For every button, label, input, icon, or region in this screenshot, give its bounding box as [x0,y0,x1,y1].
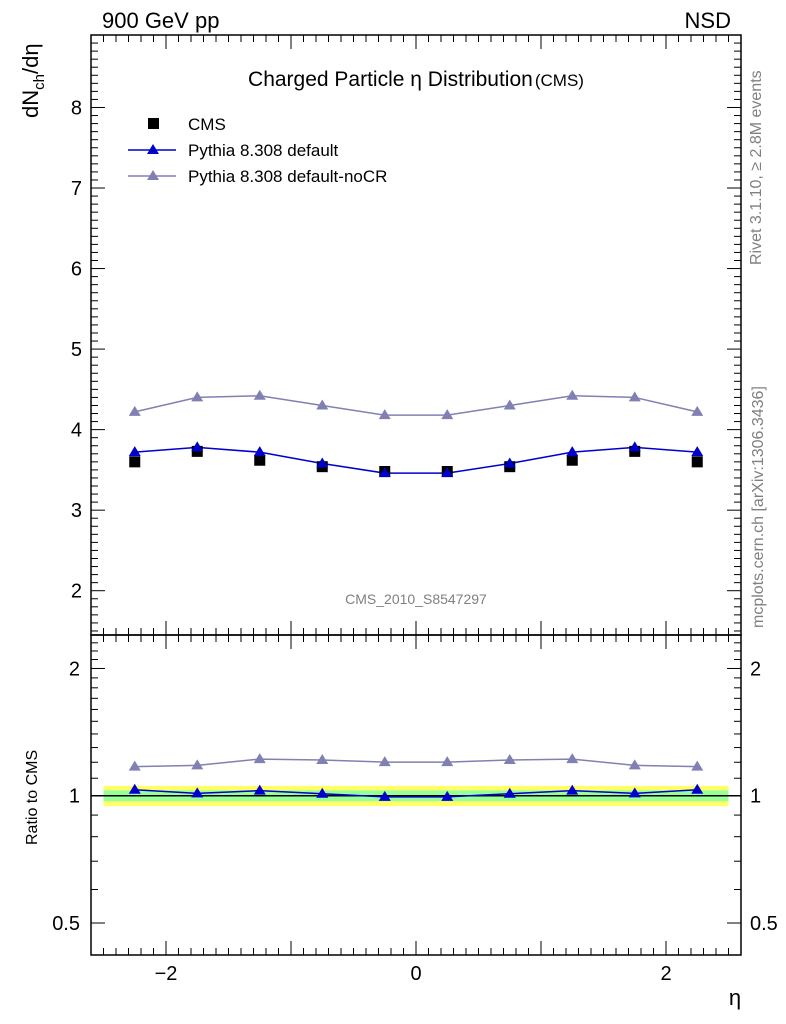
main-y-tick-label: 8 [71,97,82,119]
legend-marker-pythia-nocr [147,170,159,180]
main-y-tick-label: 5 [71,339,82,361]
x-axis-label: η [729,985,741,1010]
cms-data-point [191,445,203,457]
ratio-panel: 0.5 0.5 1 1 2 2 −2 0 2 [52,634,778,985]
series-point-1 [378,467,391,478]
series-point-1 [566,446,579,457]
series-point-2 [316,399,329,410]
main-y-tick-label: 6 [71,259,82,281]
series-line-2 [134,395,698,416]
series-point-1 [253,446,266,457]
ratio-y-tick-label-right: 2 [750,658,761,680]
ratio-y-tick-label: 1 [69,786,80,808]
series-point-1 [691,446,704,457]
series-point-2 [253,389,266,400]
ratio-point-0 [253,784,266,795]
legend-label-pythia-default: Pythia 8.308 default [188,141,339,160]
ratio-y-tick-labels: 0.5 0.5 1 1 2 2 [52,658,778,935]
rivet-version-label: Rivet 3.1.10, ≥ 2.8M events [748,70,765,265]
ratio-point-0 [191,787,204,798]
ratio-panel-frame [90,634,742,956]
ratio-point-0 [316,787,329,798]
ratio-uncertainty-bands [91,785,741,807]
main-y-tick-label: 3 [71,500,82,522]
ratio-line-1 [134,758,698,768]
main-y-tick-label: 7 [71,178,82,200]
x-tick-label: −2 [155,963,178,985]
series-point-1 [441,467,454,478]
series-point-1 [191,441,204,452]
header-right-label: NSD [685,8,731,33]
ratio-point-1 [378,756,391,767]
ratio-point-1 [253,753,266,764]
series-line-1 [134,446,698,474]
header-left-label: 900 GeV pp [102,8,219,33]
ratio-point-0 [441,790,454,801]
ratio-point-1 [691,760,704,771]
ratio-y-tick-label-right: 1 [750,786,761,808]
series-point-2 [628,391,641,402]
main-y-axis-label: dNch/dη [18,43,48,118]
series-point-1 [628,441,641,452]
ratio-point-1 [628,759,641,770]
chart-title: Charged Particle η Distribution (CMS) [248,68,584,91]
cms-data-point [629,445,641,457]
ratio-point-1 [191,759,204,770]
main-axes [90,34,742,635]
ratio-y-tick-label: 0.5 [52,913,80,935]
cms-data-point [254,454,266,466]
main-y-tick-label: 4 [71,420,82,442]
mcplots-source-label: mcplots.cern.ch [arXiv:1306.3436] [750,386,767,628]
main-y-tick-label: 2 [71,581,82,603]
series-point-2 [691,405,704,416]
legend-marker-pythia-default [147,144,159,154]
series-point-2 [191,391,204,402]
series-point-2 [128,405,141,416]
series-point-2 [441,409,454,420]
ratio-y-tick-label-right: 0.5 [750,913,778,935]
ratio-axes [90,635,742,955]
series-point-2 [566,389,579,400]
main-panel: 2 3 4 5 6 7 8 [71,34,742,636]
ratio-series-layer [128,753,704,801]
ratio-point-0 [628,787,641,798]
ratio-point-0 [378,790,391,801]
ratio-point-0 [691,783,704,794]
x-tick-label: 0 [410,963,421,985]
analysis-watermark: CMS_2010_S8547297 [345,591,487,607]
ratio-line-0 [134,789,698,798]
cms-data-point [691,456,703,468]
ratio-point-1 [316,753,329,764]
cms-data-point [566,454,578,466]
ratio-point-1 [503,753,516,764]
main-y-tick-labels: 2 3 4 5 6 7 8 [71,97,82,602]
x-tick-label: 2 [660,963,671,985]
main-series-layer [128,389,704,478]
series-point-1 [316,457,329,468]
ratio-y-axis-label: Ratio to CMS [24,750,41,845]
ratio-point-1 [128,760,141,771]
legend-label-pythia-nocr: Pythia 8.308 default-noCR [188,167,387,186]
ratio-point-1 [441,756,454,767]
series-point-1 [503,457,516,468]
series-point-2 [503,399,516,410]
x-tick-labels: −2 0 2 [155,963,672,985]
cms-data-point [129,456,141,468]
ratio-y-tick-label: 2 [69,658,80,680]
legend-marker-cms [148,118,159,129]
ratio-point-1 [566,753,579,764]
series-point-2 [378,409,391,420]
legend: CMS Pythia 8.308 default Pythia 8.308 de… [128,115,387,186]
series-point-1 [128,446,141,457]
ratio-point-0 [566,784,579,795]
ratio-point-0 [503,787,516,798]
legend-label-cms: CMS [188,115,226,134]
ratio-point-0 [128,783,141,794]
